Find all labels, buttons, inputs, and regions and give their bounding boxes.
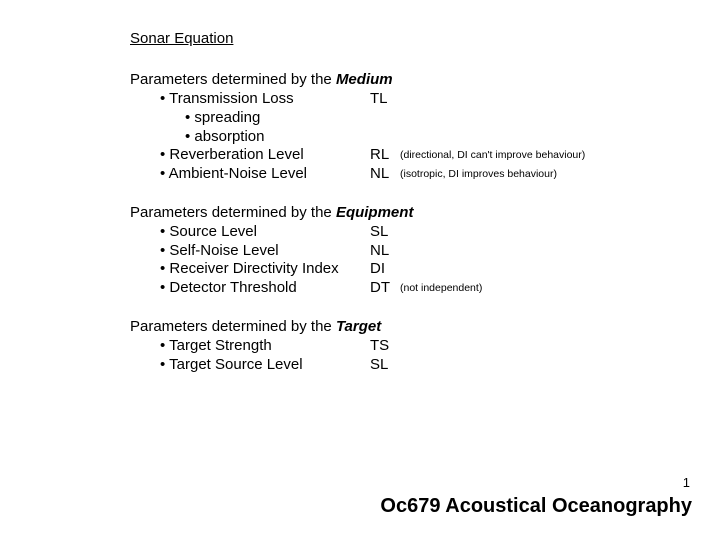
page-number: 1 xyxy=(683,475,690,490)
param-row: • Detector Threshold DT (not independent… xyxy=(130,279,720,298)
param-note: (isotropic, DI improves behaviour) xyxy=(400,165,557,184)
param-label: • Receiver Directivity Index xyxy=(130,260,370,279)
section-target: Parameters determined by the Target • Ta… xyxy=(130,318,720,375)
param-label: • Reverberation Level xyxy=(130,146,370,165)
param-abbr: RL xyxy=(370,146,400,165)
param-abbr: SL xyxy=(370,356,400,375)
param-row: • Reverberation Level RL (directional, D… xyxy=(130,146,720,165)
param-row: • spreading xyxy=(130,109,720,128)
course-footer: Oc679 Acoustical Oceanography xyxy=(380,495,692,518)
param-abbr: DI xyxy=(370,260,400,279)
heading-emph: Medium xyxy=(336,71,393,88)
param-abbr: NL xyxy=(370,242,400,261)
section-heading: Parameters determined by the Target xyxy=(130,318,720,335)
slide-title: Sonar Equation xyxy=(130,30,720,47)
param-row: • Transmission Loss TL xyxy=(130,90,720,109)
param-abbr: NL xyxy=(370,165,400,184)
param-row: • Source Level SL xyxy=(130,223,720,242)
param-label: • Transmission Loss xyxy=(130,90,370,109)
param-abbr: DT xyxy=(370,279,400,298)
param-note: (directional, DI can't improve behaviour… xyxy=(400,146,585,165)
heading-emph: Equipment xyxy=(336,204,414,221)
heading-emph: Target xyxy=(336,318,381,335)
param-row: • Self-Noise Level NL xyxy=(130,242,720,261)
heading-prefix: Parameters determined by the xyxy=(130,318,336,335)
section-medium: Parameters determined by the Medium • Tr… xyxy=(130,71,720,184)
param-label: • Target Strength xyxy=(130,337,370,356)
slide: Sonar Equation Parameters determined by … xyxy=(0,0,720,540)
param-label: • Ambient-Noise Level xyxy=(130,165,370,184)
param-label: • Detector Threshold xyxy=(130,279,370,298)
param-label: • absorption xyxy=(130,128,370,147)
param-abbr xyxy=(370,109,400,128)
param-row: • Receiver Directivity Index DI xyxy=(130,260,720,279)
param-label: • Self-Noise Level xyxy=(130,242,370,261)
param-row: • Target Source Level SL xyxy=(130,356,720,375)
param-row: • absorption xyxy=(130,128,720,147)
param-row: • Target Strength TS xyxy=(130,337,720,356)
section-heading: Parameters determined by the Equipment xyxy=(130,204,720,221)
param-row: • Ambient-Noise Level NL (isotropic, DI … xyxy=(130,165,720,184)
section-heading: Parameters determined by the Medium xyxy=(130,71,720,88)
param-abbr: SL xyxy=(370,223,400,242)
heading-prefix: Parameters determined by the xyxy=(130,71,336,88)
param-label: • Target Source Level xyxy=(130,356,370,375)
heading-prefix: Parameters determined by the xyxy=(130,204,336,221)
param-abbr: TL xyxy=(370,90,400,109)
param-label: • spreading xyxy=(130,109,370,128)
param-abbr: TS xyxy=(370,337,400,356)
param-abbr xyxy=(370,128,400,147)
param-label: • Source Level xyxy=(130,223,370,242)
param-note: (not independent) xyxy=(400,279,482,298)
section-equipment: Parameters determined by the Equipment •… xyxy=(130,204,720,298)
